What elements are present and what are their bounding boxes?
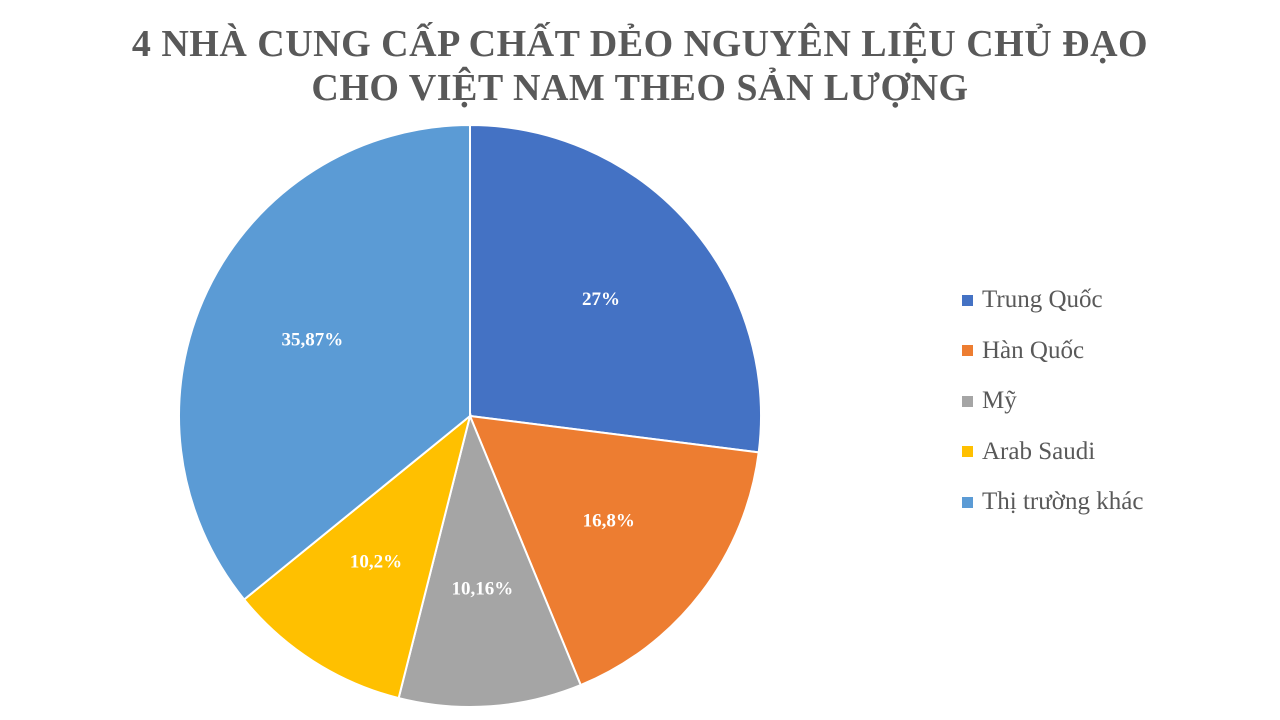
pie-data-labels: 27% 16,8% 10,16% 10,2% 35,87% — [281, 289, 634, 600]
legend-item-2: Mỹ — [962, 376, 1143, 427]
legend-item-3: Arab Saudi — [962, 427, 1143, 478]
pie-slice-3 — [242, 413, 472, 700]
legend-item-4: Thị trường khác — [962, 477, 1143, 528]
legend-swatch-3 — [962, 446, 973, 458]
legend-swatch-0 — [962, 294, 973, 306]
chart-title-line-2: CHO VIỆT NAM THEO SẢN LƯỢNG — [311, 67, 969, 109]
data-label-2: 10,16% — [452, 579, 514, 600]
pie-slice-4 — [178, 123, 471, 601]
legend-swatch-2 — [962, 395, 973, 407]
legend-label-3: Arab Saudi — [982, 437, 1096, 465]
chart-title-line-1: 4 NHÀ CUNG CẤP CHẤT DẺO NGUYÊN LIỆU CHỦ … — [131, 23, 1149, 65]
legend-label-0: Trung Quốc — [982, 286, 1103, 314]
pie-slice-2 — [397, 412, 583, 708]
chart-title: 4 NHÀ CUNG CẤP CHẤT DẺO NGUYÊN LIỆU CHỦ … — [0, 22, 1280, 110]
data-label-1: 16,8% — [583, 510, 635, 531]
legend-label-4: Thị trường khác — [982, 488, 1144, 516]
legend-label-1: Hàn Quốc — [982, 336, 1085, 364]
chart-legend: Trung Quốc Hàn Quốc Mỹ Arab Saudi Thị trường… — [962, 275, 1143, 528]
legend-label-2: Mỹ — [982, 387, 1017, 415]
legend-item-0: Trung Quốc — [962, 275, 1143, 326]
data-label-0: 27% — [582, 289, 620, 310]
legend-swatch-1 — [962, 345, 973, 357]
data-label-3: 10,2% — [350, 552, 402, 573]
data-label-4: 35,87% — [281, 329, 343, 350]
pie-slice-1 — [468, 414, 760, 687]
legend-swatch-4 — [962, 496, 973, 508]
pie-slices — [178, 123, 762, 708]
pie-slice-0 — [469, 123, 762, 454]
legend-item-1: Hàn Quốc — [962, 326, 1143, 377]
